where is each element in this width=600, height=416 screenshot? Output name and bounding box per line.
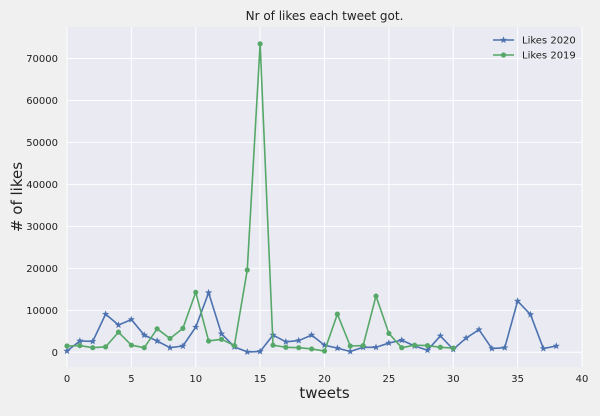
data-point	[127, 315, 135, 323]
data-point	[89, 337, 97, 345]
data-point	[102, 310, 110, 318]
data-point	[450, 345, 456, 351]
data-point	[141, 345, 147, 351]
data-point	[424, 342, 431, 349]
data-point	[180, 325, 186, 331]
data-point	[372, 343, 380, 351]
legend-entry: Likes 2020	[493, 36, 576, 47]
y-axis-label: # of likes	[8, 162, 26, 232]
data-point	[552, 342, 560, 350]
data-point	[296, 345, 302, 351]
data-point	[77, 342, 83, 349]
data-point	[412, 342, 418, 348]
data-point	[140, 331, 148, 339]
data-point	[192, 323, 200, 331]
data-point	[179, 342, 187, 350]
x-tick-label: 5	[128, 374, 134, 385]
data-point	[193, 289, 199, 295]
series-layer	[63, 41, 560, 355]
data-point	[514, 297, 522, 305]
tick-labels: 0 5 10 15 20 25 30 35 40 0 10000 20000 30000 40000 500…	[26, 54, 588, 385]
legend-label: Likes 2020	[522, 36, 576, 47]
data-point	[360, 342, 366, 349]
y-tick-label: 30000	[26, 222, 58, 233]
data-point	[386, 330, 392, 337]
data-point	[114, 321, 123, 329]
data-point	[205, 288, 213, 296]
data-point	[256, 347, 264, 355]
data-point	[167, 335, 173, 342]
x-axis-label: tweets	[299, 384, 349, 402]
data-point	[243, 348, 251, 355]
data-point	[282, 338, 290, 345]
data-point	[270, 342, 276, 348]
data-point	[76, 337, 84, 345]
data-point	[398, 336, 406, 344]
data-point	[320, 341, 329, 349]
data-point	[244, 267, 250, 273]
x-tick-label: 35	[511, 374, 524, 385]
data-point	[217, 330, 226, 337]
data-point	[488, 344, 496, 352]
legend: Likes 2020 Likes 2019	[493, 36, 576, 62]
legend-label: Likes 2019	[522, 51, 576, 62]
y-tick-label: 20000	[26, 264, 58, 275]
data-point	[166, 343, 174, 351]
legend-entry: Likes 2019	[493, 51, 576, 62]
data-point	[153, 337, 161, 345]
y-tick-label: 50000	[26, 138, 58, 149]
data-point	[257, 41, 263, 47]
chart-title: Nr of likes each tweet got.	[246, 9, 404, 23]
data-point	[231, 342, 237, 349]
x-tick-label: 25	[383, 374, 396, 385]
data-point	[295, 336, 303, 344]
y-tick-label: 60000	[26, 96, 58, 107]
data-point	[333, 344, 341, 352]
legend-marker	[499, 36, 508, 44]
data-point	[154, 326, 160, 332]
data-point	[526, 310, 535, 318]
data-point	[462, 334, 470, 342]
data-point	[206, 338, 212, 344]
x-tick-label: 30	[447, 374, 460, 385]
data-point	[64, 343, 70, 349]
legend-marker	[500, 52, 507, 58]
data-point	[399, 345, 405, 351]
x-tick-label: 20	[318, 374, 331, 385]
data-point	[347, 343, 353, 349]
data-point	[346, 347, 354, 355]
y-tick-label: 0	[52, 348, 58, 359]
data-point	[423, 346, 432, 354]
data-point	[90, 345, 96, 351]
data-point	[283, 344, 289, 350]
data-point	[321, 348, 328, 354]
data-point	[475, 325, 483, 333]
x-tick-label: 0	[64, 374, 70, 385]
data-point	[309, 346, 315, 352]
x-tick-label: 15	[254, 374, 267, 385]
data-point	[385, 339, 393, 347]
data-point	[63, 347, 71, 355]
data-point	[218, 336, 225, 342]
data-point	[308, 331, 316, 339]
y-tick-label: 70000	[26, 54, 58, 65]
data-point	[436, 332, 444, 340]
y-tick-label: 10000	[26, 306, 58, 317]
x-tick-label: 10	[189, 374, 202, 385]
x-tick-label: 40	[576, 374, 589, 385]
data-point	[539, 344, 547, 352]
data-point	[128, 342, 134, 348]
data-point	[501, 343, 509, 351]
data-point	[373, 293, 379, 299]
series-1	[64, 41, 456, 354]
data-point	[334, 311, 340, 317]
data-point	[115, 329, 122, 335]
data-point	[437, 344, 443, 350]
y-tick-label: 40000	[26, 180, 58, 191]
data-point	[103, 344, 109, 350]
